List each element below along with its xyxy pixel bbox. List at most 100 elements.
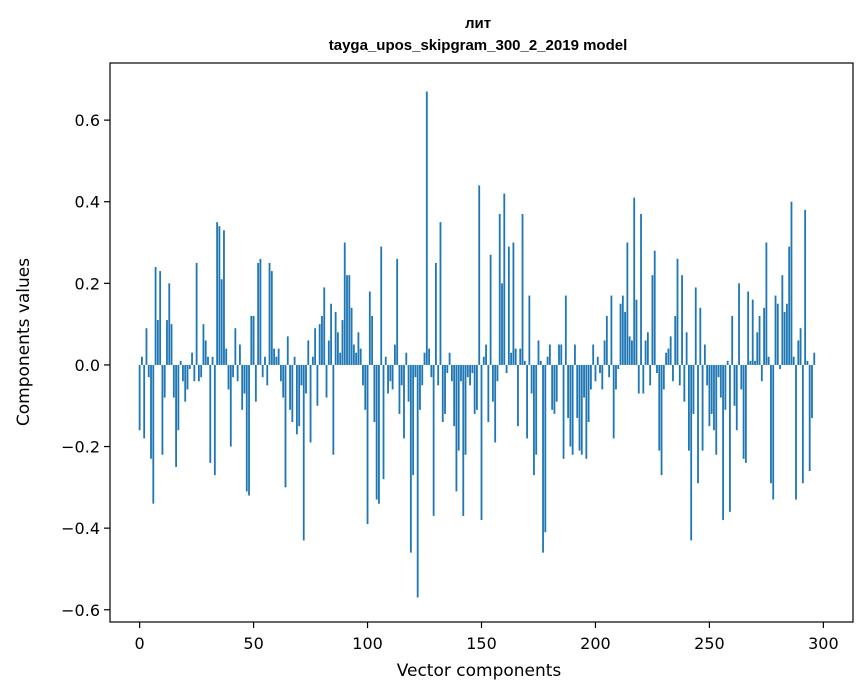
bar-119 <box>409 364 412 553</box>
bar-261 <box>733 364 736 406</box>
y-tick-label: −0.2 <box>61 438 100 457</box>
bar-290 <box>799 328 802 365</box>
bar-255 <box>719 364 722 398</box>
bar-51 <box>254 364 257 402</box>
bar-157 <box>496 364 499 382</box>
bar-120 <box>412 364 415 476</box>
bar-122 <box>416 364 419 598</box>
bar-37 <box>223 230 225 365</box>
bar-215 <box>628 336 631 365</box>
bar-99 <box>364 364 367 410</box>
bar-195 <box>583 364 585 398</box>
bar-167 <box>519 348 522 365</box>
bar-294 <box>808 364 811 472</box>
bar-259 <box>729 364 731 512</box>
bar-57 <box>268 262 271 365</box>
bar-238 <box>681 275 683 365</box>
bar-175 <box>537 340 540 365</box>
bar-136 <box>448 352 451 365</box>
bar-52 <box>257 262 260 365</box>
bar-225 <box>651 275 654 365</box>
bar-292 <box>804 209 807 365</box>
bar-55 <box>264 356 266 365</box>
bar-87 <box>337 332 339 365</box>
bar-28 <box>202 324 205 365</box>
bar-250 <box>708 364 711 427</box>
bar-256 <box>722 364 724 520</box>
bar-210 <box>617 364 620 370</box>
bar-254 <box>717 364 720 378</box>
bar-0 <box>138 364 141 431</box>
bar-272 <box>758 315 761 365</box>
bar-207 <box>610 295 613 365</box>
x-axis-label: Vector components <box>397 661 562 681</box>
bar-263 <box>738 283 740 365</box>
bar-9 <box>159 271 162 365</box>
bar-186 <box>562 364 565 459</box>
bar-97 <box>359 348 362 365</box>
bar-46 <box>243 364 246 394</box>
bar-32 <box>211 356 214 365</box>
bar-103 <box>373 364 376 423</box>
bar-130 <box>435 262 437 365</box>
bar-113 <box>396 258 399 365</box>
bar-196 <box>585 364 588 459</box>
bar-16 <box>175 364 177 467</box>
bar-245 <box>697 364 699 484</box>
bar-92 <box>348 275 351 365</box>
bar-105 <box>378 364 380 504</box>
bar-252 <box>713 364 715 431</box>
bar-79 <box>318 324 321 365</box>
bar-242 <box>690 364 693 541</box>
bar-147 <box>473 364 476 414</box>
bar-98 <box>362 364 364 386</box>
bar-229 <box>660 364 663 476</box>
bar-94 <box>352 344 355 365</box>
bar-26 <box>197 364 200 382</box>
bar-185 <box>560 344 563 365</box>
bar-129 <box>432 364 435 516</box>
bar-6 <box>152 364 155 504</box>
y-tick-label: −0.4 <box>61 519 100 538</box>
bar-17 <box>177 364 180 431</box>
bar-277 <box>770 364 772 484</box>
bar-235 <box>674 315 677 365</box>
x-tick-label: 200 <box>580 634 611 653</box>
bar-40 <box>229 364 232 447</box>
bar-243 <box>692 364 695 414</box>
bar-68 <box>293 356 296 365</box>
bar-219 <box>637 364 640 394</box>
bar-33 <box>213 364 216 476</box>
bar-106 <box>380 246 383 365</box>
y-axis-ticks: −0.6 −0.4 −0.2 0.0 0.2 0.4 0.6 <box>61 111 110 620</box>
bar-230 <box>662 364 665 390</box>
x-tick-label: 150 <box>466 634 497 653</box>
bar-36 <box>220 279 223 365</box>
bar-115 <box>400 364 403 386</box>
bar-50 <box>252 315 255 365</box>
bar-133 <box>441 364 444 423</box>
bar-67 <box>291 364 294 423</box>
bar-220 <box>640 213 642 365</box>
bar-212 <box>621 295 624 365</box>
bar-104 <box>375 364 378 500</box>
bar-49 <box>250 315 253 365</box>
bar-126 <box>425 91 428 365</box>
bar-69 <box>295 364 298 435</box>
bar-64 <box>284 364 287 488</box>
bar-140 <box>457 364 460 451</box>
bar-180 <box>548 344 551 365</box>
bar-190 <box>571 364 574 455</box>
bar-161 <box>505 364 508 374</box>
bar-232 <box>667 348 670 365</box>
y-axis-label: Components values <box>14 258 34 426</box>
bar-11 <box>163 364 166 398</box>
bar-81 <box>323 287 326 365</box>
bar-141 <box>460 364 462 382</box>
bar-239 <box>683 364 686 402</box>
bar-246 <box>699 307 702 365</box>
bar-23 <box>191 352 193 365</box>
bar-90 <box>343 242 346 365</box>
bar-60 <box>275 356 278 365</box>
